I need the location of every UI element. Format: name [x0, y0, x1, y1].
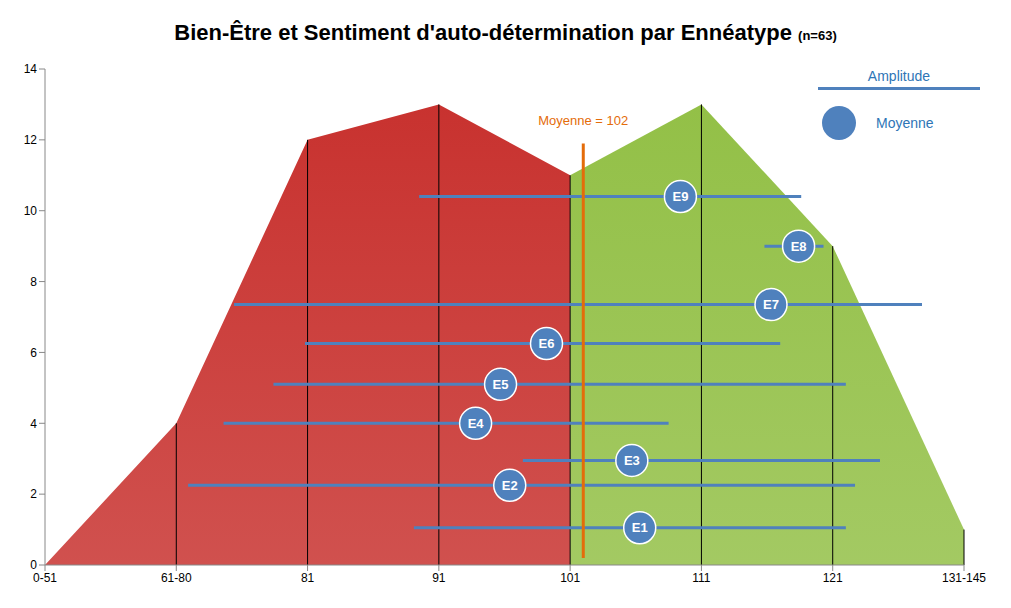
svg-text:E2: E2: [502, 478, 518, 493]
html-text:Moyenne: Moyenne: [876, 115, 934, 131]
svg-text:E1: E1: [632, 520, 648, 535]
svg-text:14: 14: [24, 62, 38, 76]
svg-text:E7: E7: [763, 297, 779, 312]
svg-text:Moyenne = 102: Moyenne = 102: [538, 113, 628, 128]
svg-text:121: 121: [823, 571, 843, 585]
svg-text:10: 10: [24, 204, 38, 218]
svg-text:E8: E8: [791, 239, 807, 254]
svg-text:2: 2: [30, 487, 37, 501]
svg-text:4: 4: [30, 417, 37, 431]
svg-text:101: 101: [560, 571, 580, 585]
html-text:Amplitude: Amplitude: [867, 68, 931, 84]
svg-text:0-51: 0-51: [33, 571, 57, 585]
svg-text:E5: E5: [493, 377, 509, 392]
svg-text:6: 6: [30, 346, 37, 360]
svg-text:E3: E3: [624, 453, 640, 468]
svg-text:12: 12: [24, 133, 38, 147]
svg-text:E9: E9: [672, 189, 688, 204]
svg-text:0: 0: [30, 558, 37, 572]
svg-text:111: 111: [692, 571, 711, 585]
svg-text:91: 91: [432, 571, 446, 585]
svg-text:131-145: 131-145: [942, 571, 986, 585]
svg-text:61-80: 61-80: [161, 571, 192, 585]
svg-text:E6: E6: [539, 336, 555, 351]
svg-text:E4: E4: [468, 416, 485, 431]
svg-text:81: 81: [301, 571, 315, 585]
html-text:Bien-Être et Sentiment d'auto-: Bien-Être et Sentiment d'auto-déterminat…: [174, 20, 837, 45]
svg-text:8: 8: [30, 275, 37, 289]
